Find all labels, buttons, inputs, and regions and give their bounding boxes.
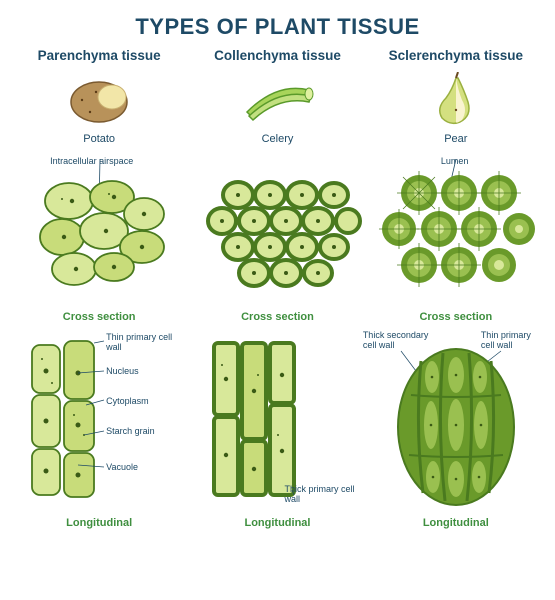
example-pear [371, 69, 541, 129]
potato-icon [64, 72, 134, 127]
collenchyma-long: Thick primary cell wall L [192, 335, 362, 545]
long-label-2: Longitudinal [192, 517, 362, 529]
example-label-potato: Potato [14, 133, 184, 145]
sclerenchyma-long: Thick secondary cell wall Thin primary c… [371, 335, 541, 545]
ann-cytoplasm: Cytoplasm [106, 397, 149, 407]
main-title: TYPES OF PLANT TISSUE [0, 0, 555, 40]
ann-starch: Starch grain [106, 427, 155, 437]
sclerenchyma-long-svg [371, 335, 541, 515]
col-title-collenchyma: Collenchyma tissue [192, 48, 362, 63]
pear-icon [426, 72, 486, 127]
ann-airspace: Intracellular airspace [50, 157, 133, 167]
cross-label-3: Cross section [371, 311, 541, 323]
col-title-parenchyma: Parenchyma tissue [14, 48, 184, 63]
parenchyma-long-svg [14, 335, 184, 515]
parenchyma-long: Thin primary cell wall Nucleus Cytoplasm… [14, 335, 184, 545]
collenchyma-cross-svg [192, 159, 362, 309]
ann-thinwall: Thin primary cell wall [106, 333, 184, 353]
example-celery [192, 69, 362, 129]
sclerenchyma-cross: Lumen [371, 159, 541, 329]
collenchyma-cross: Cross section [192, 159, 362, 329]
parenchyma-cross: Intracellular airspace [14, 159, 184, 329]
long-label-1: Longitudinal [14, 517, 184, 529]
col-sclerenchyma: Sclerenchyma tissue Pear Lumen [371, 48, 541, 545]
sclerenchyma-cross-svg [371, 159, 541, 309]
col-title-sclerenchyma: Sclerenchyma tissue [371, 48, 541, 63]
col-collenchyma: Collenchyma tissue Celery [192, 48, 362, 545]
celery-icon [237, 72, 317, 127]
ann-thickprimary: Thick primary cell wall [284, 485, 360, 505]
ann-lumen: Lumen [441, 157, 469, 167]
cross-label-2: Cross section [192, 311, 362, 323]
ann-thinprimary-s: Thin primary cell wall [481, 331, 545, 351]
cross-label-1: Cross section [14, 311, 184, 323]
parenchyma-cross-svg [14, 159, 184, 309]
long-label-3: Longitudinal [371, 517, 541, 529]
ann-vacuole: Vacuole [106, 463, 138, 473]
example-label-pear: Pear [371, 133, 541, 145]
col-parenchyma: Parenchyma tissue Potato Intracellular a… [14, 48, 184, 545]
example-label-celery: Celery [192, 133, 362, 145]
ann-nucleus: Nucleus [106, 367, 139, 377]
ann-thicksecondary: Thick secondary cell wall [363, 331, 433, 351]
example-potato [14, 69, 184, 129]
columns-row: Parenchyma tissue Potato Intracellular a… [0, 48, 555, 545]
